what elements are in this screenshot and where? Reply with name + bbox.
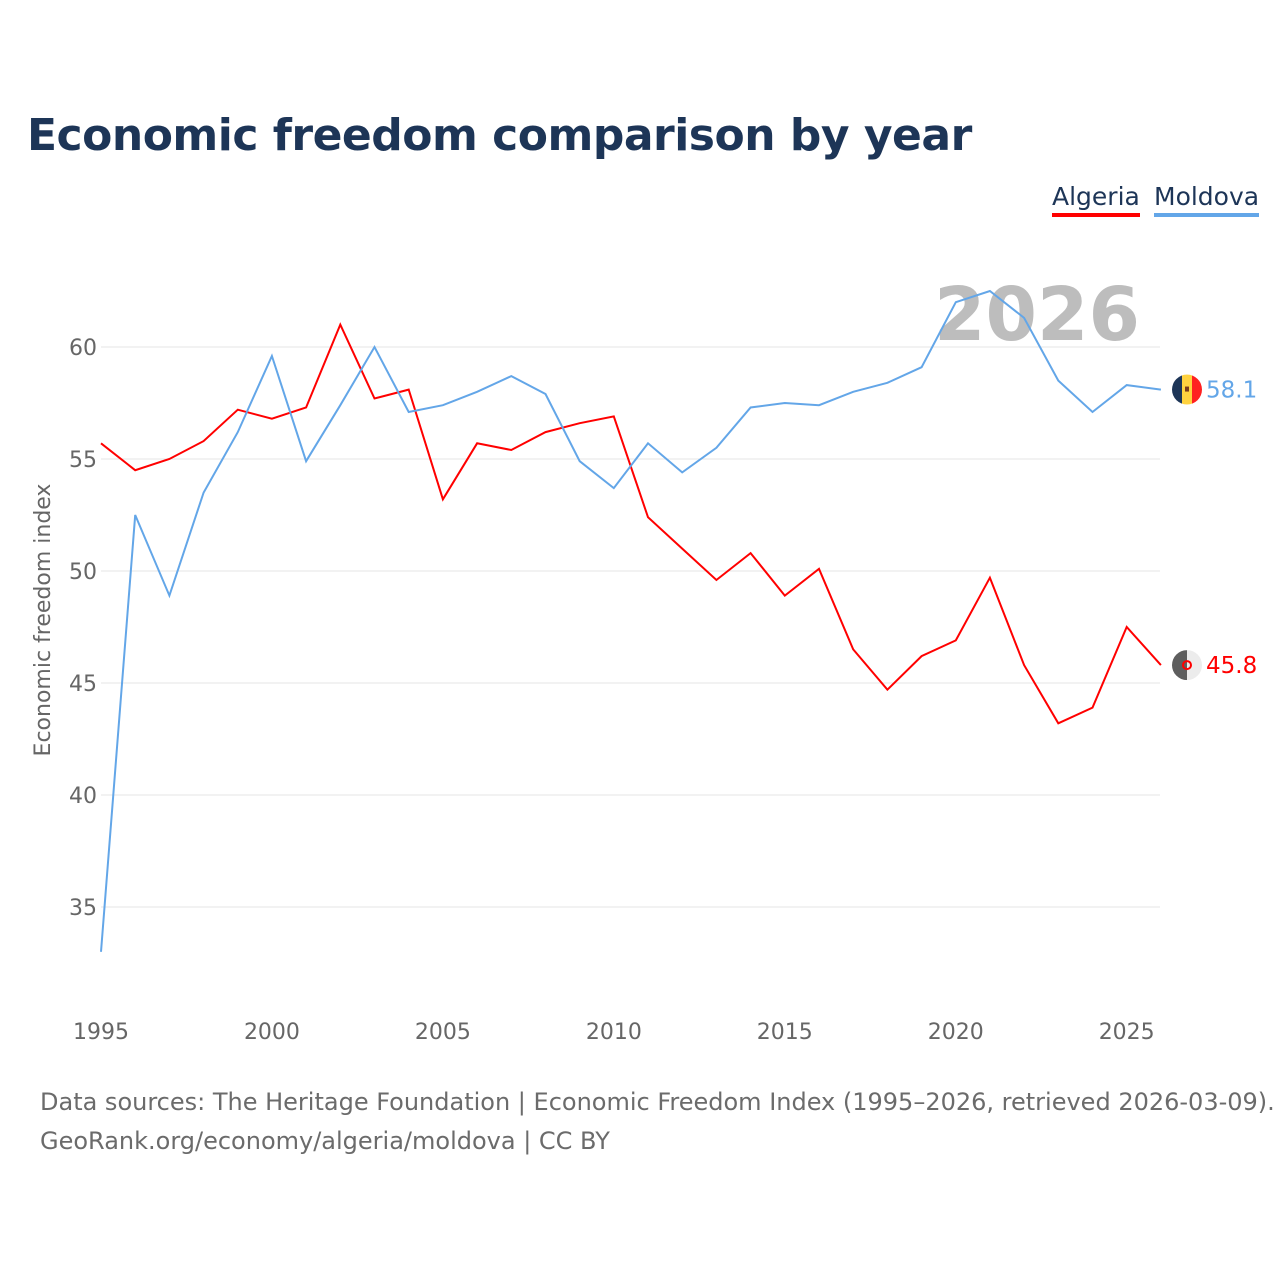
legend-algeria[interactable]: Algeria [1052,182,1140,217]
data-point-algeria[interactable] [372,396,378,402]
data-point-algeria[interactable] [782,593,788,599]
data-point-algeria[interactable] [406,387,412,393]
x-tick-label: 2015 [757,1020,813,1045]
data-point-moldova[interactable] [953,299,959,305]
data-point-algeria[interactable] [850,646,856,652]
data-point-algeria[interactable] [919,653,925,659]
chart-title: Economic freedom comparison by year [27,110,972,161]
end-label-moldova: 58.1 [1206,378,1257,404]
data-point-moldova[interactable] [406,409,412,415]
data-point-algeria[interactable] [303,404,309,410]
data-point-moldova[interactable] [1021,315,1027,321]
x-tick-label: 1995 [73,1020,129,1045]
data-point-algeria[interactable] [132,467,138,473]
data-point-moldova[interactable] [919,364,925,370]
data-point-moldova[interactable] [372,344,378,350]
data-point-algeria[interactable] [1021,662,1027,668]
data-point-moldova[interactable] [816,402,822,408]
data-point-algeria[interactable] [440,496,446,502]
series-line-moldova [100,289,1162,952]
data-point-moldova[interactable] [440,402,446,408]
data-point-moldova[interactable] [577,458,583,464]
data-point-algeria[interactable] [166,456,172,462]
x-tick-label: 2000 [244,1020,300,1045]
y-tick-label: 45 [69,672,97,697]
data-point-algeria[interactable] [953,637,959,643]
data-point-moldova[interactable] [782,400,788,406]
data-point-moldova[interactable] [611,485,617,491]
data-point-algeria[interactable] [201,438,207,444]
data-point-algeria[interactable] [577,420,583,426]
data-point-algeria[interactable] [508,447,514,453]
y-tick-label: 60 [69,336,97,361]
data-point-moldova[interactable] [201,490,207,496]
data-point-algeria[interactable] [1124,624,1130,630]
end-label-algeria: 45.8 [1206,653,1257,679]
flag-icon-moldova [1172,374,1202,405]
data-point-moldova[interactable] [508,373,514,379]
data-point-algeria[interactable] [884,687,890,693]
y-axis-label: Economic freedom index [31,484,56,757]
data-point-algeria[interactable] [1055,720,1061,726]
data-point-moldova[interactable] [748,404,754,410]
data-point-moldova[interactable] [1124,382,1130,388]
data-point-algeria[interactable] [679,546,685,552]
source-line-2[interactable]: GeoRank.org/economy/algeria/moldova | CC… [40,1127,610,1155]
data-point-moldova[interactable] [337,402,343,408]
legend-moldova[interactable]: Moldova [1154,182,1260,217]
data-point-algeria[interactable] [474,440,480,446]
data-point-algeria[interactable] [542,429,548,435]
data-point-algeria[interactable] [611,413,617,419]
data-point-moldova[interactable] [303,458,309,464]
year-watermark: 2026 [934,272,1140,358]
data-point-moldova[interactable] [679,469,685,475]
data-point-moldova[interactable] [474,389,480,395]
data-point-moldova[interactable] [269,353,275,359]
data-point-algeria[interactable] [337,322,343,328]
data-point-moldova[interactable] [884,380,890,386]
data-point-moldova[interactable] [713,445,719,451]
flag-icon-algeria [1172,650,1202,681]
y-tick-label: 55 [69,448,97,473]
data-point-moldova[interactable] [166,593,172,599]
data-point-algeria[interactable] [235,407,241,413]
y-tick-label: 40 [69,784,97,809]
y-tick-label: 50 [69,560,97,585]
data-point-moldova[interactable] [1090,409,1096,415]
data-point-moldova[interactable] [1055,378,1061,384]
x-tick-label: 2025 [1099,1020,1155,1045]
data-point-moldova[interactable] [98,949,104,955]
data-point-algeria[interactable] [98,440,104,446]
data-point-moldova[interactable] [987,288,993,294]
data-point-moldova[interactable] [542,391,548,397]
data-point-algeria[interactable] [713,577,719,583]
source-line-1: Data sources: The Heritage Foundation | … [40,1088,1275,1116]
data-point-algeria[interactable] [1090,705,1096,711]
y-tick-label: 35 [69,896,97,921]
data-point-moldova[interactable] [645,440,651,446]
data-point-moldova[interactable] [235,429,241,435]
data-point-moldova[interactable] [1158,387,1164,393]
data-point-algeria[interactable] [645,514,651,520]
data-point-moldova[interactable] [132,512,138,518]
data-point-moldova[interactable] [850,389,856,395]
x-tick-label: 2020 [928,1020,984,1045]
data-point-algeria[interactable] [987,575,993,581]
data-point-algeria[interactable] [1158,662,1164,668]
x-tick-label: 2010 [586,1020,642,1045]
data-point-algeria[interactable] [748,550,754,556]
x-tick-label: 2005 [415,1020,471,1045]
data-point-algeria[interactable] [269,416,275,422]
data-point-algeria[interactable] [816,566,822,572]
